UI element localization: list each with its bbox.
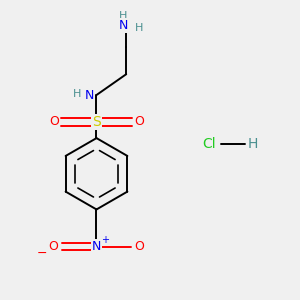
Text: S: S xyxy=(92,115,101,129)
Text: O: O xyxy=(135,240,145,253)
Text: N: N xyxy=(84,88,94,101)
Text: H: H xyxy=(73,89,81,99)
Text: H: H xyxy=(248,137,258,151)
Text: O: O xyxy=(50,115,59,128)
Text: O: O xyxy=(49,240,58,253)
Text: O: O xyxy=(134,115,144,128)
Text: H: H xyxy=(119,11,128,21)
Text: Cl: Cl xyxy=(202,137,216,151)
Text: N: N xyxy=(92,240,101,253)
Text: H: H xyxy=(134,23,143,33)
Text: +: + xyxy=(101,235,109,245)
Text: N: N xyxy=(118,19,128,32)
Text: −: − xyxy=(37,247,47,260)
